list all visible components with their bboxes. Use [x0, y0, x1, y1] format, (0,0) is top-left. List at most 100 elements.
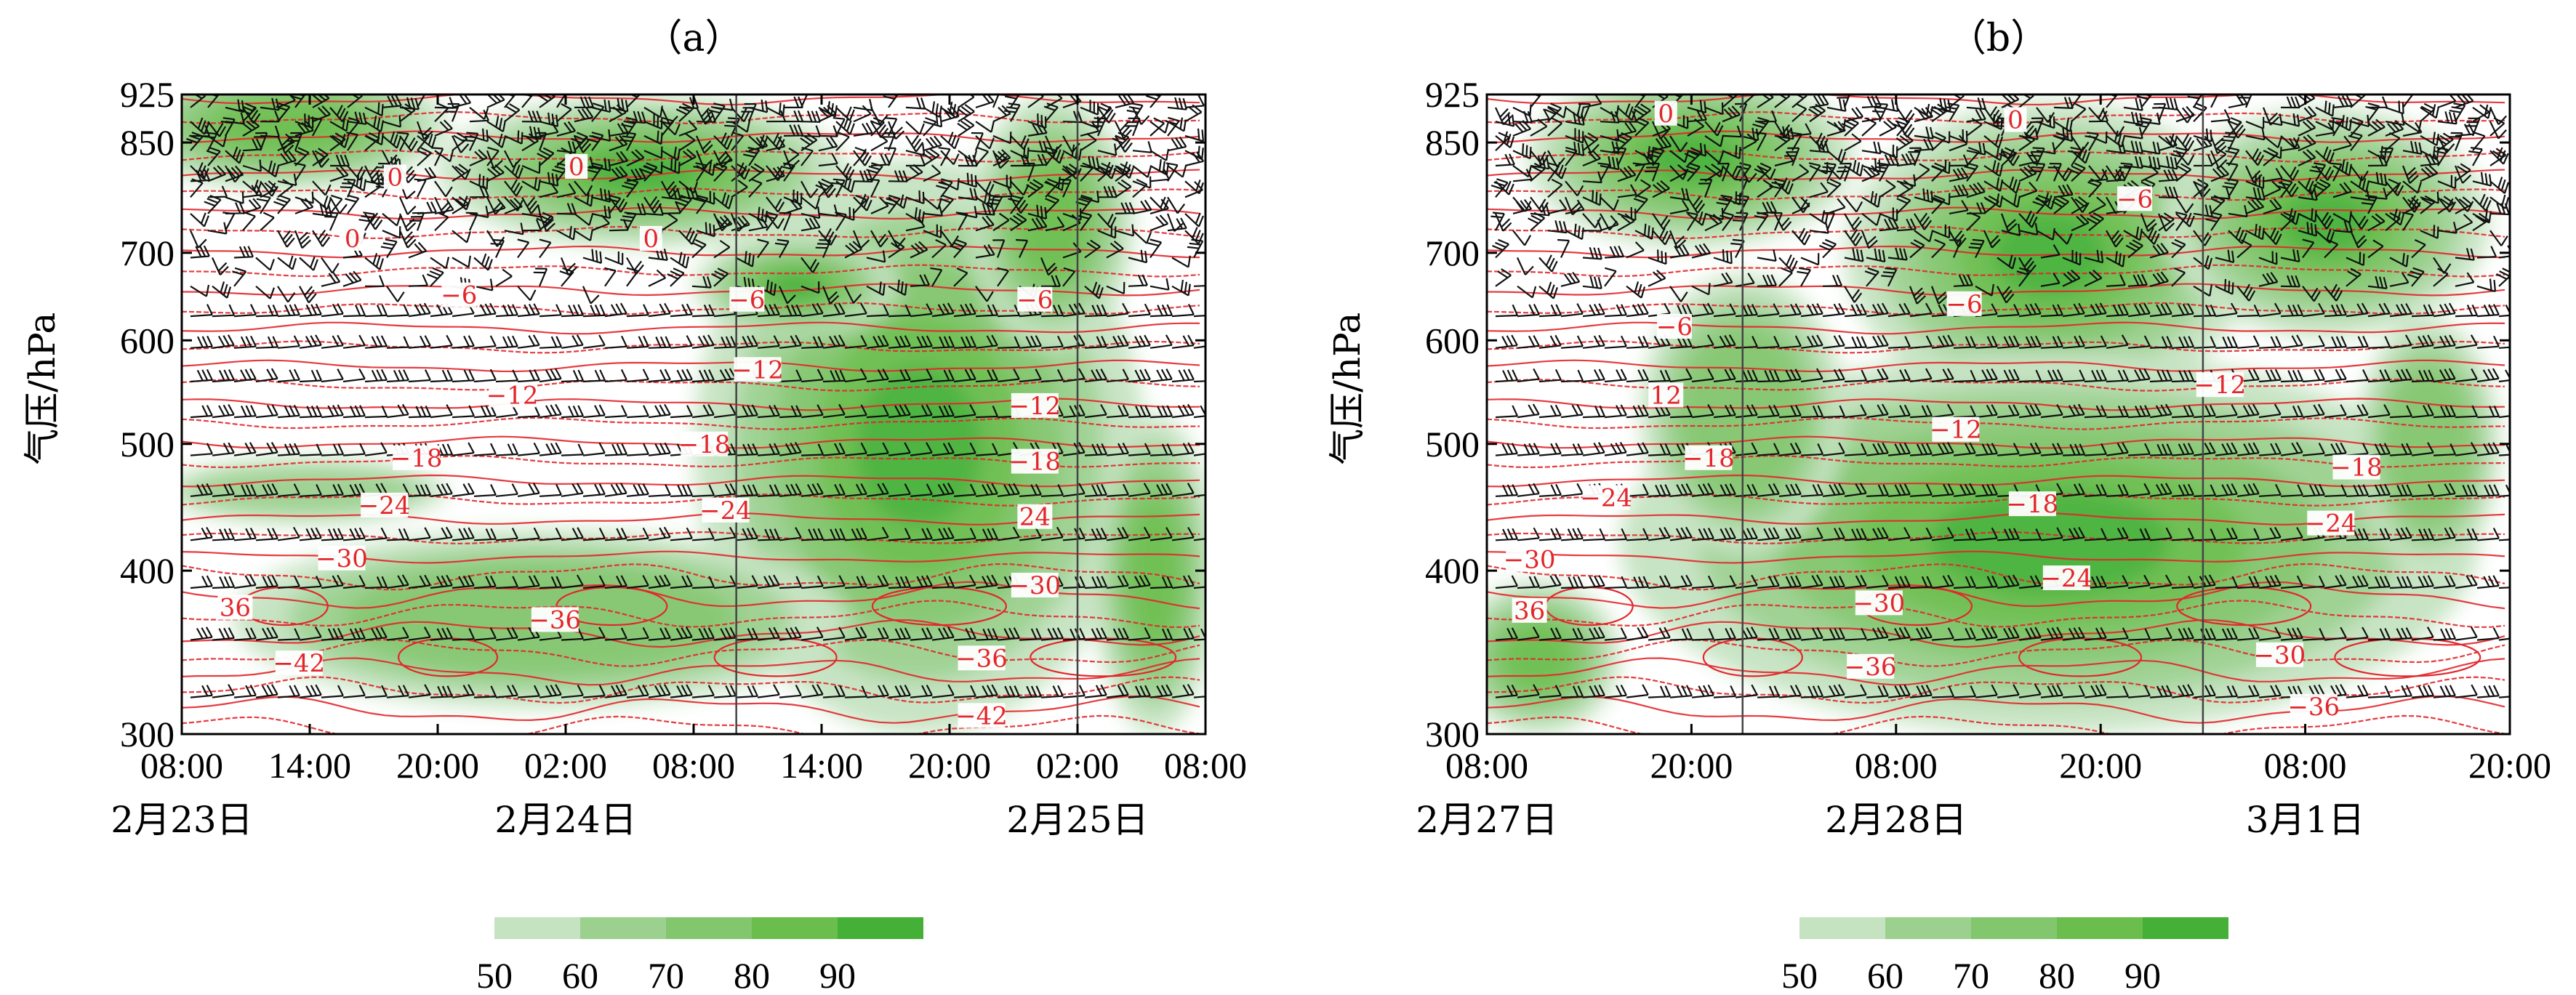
- wind-barb: [1495, 484, 1518, 497]
- wind-barb: [1691, 368, 1714, 383]
- wind-barb: [1704, 164, 1722, 182]
- colorbar-swatch: [666, 917, 752, 939]
- wind-barb: [2228, 227, 2247, 244]
- wind-barb: [2411, 575, 2434, 589]
- wind-barb: [398, 230, 417, 249]
- wind-barb: [1115, 121, 1133, 140]
- wind-barb: [801, 368, 824, 383]
- wind-barb: [473, 575, 497, 589]
- colorbar-tick-label: 80: [2039, 955, 2075, 995]
- panel-label: （b）: [1949, 17, 2048, 60]
- wind-barb: [2018, 442, 2042, 456]
- wind-barb: [2127, 405, 2151, 419]
- x-tick-label: 20:00: [908, 745, 991, 786]
- wind-barb: [190, 368, 213, 383]
- wind-barb: [1582, 442, 1605, 456]
- isotherm-label: −36: [2287, 693, 2340, 722]
- wind-barb: [997, 336, 1021, 349]
- wind-barb: [643, 161, 663, 174]
- wind-barb: [408, 574, 431, 589]
- wind-barb: [1713, 404, 1736, 419]
- wind-barb: [276, 135, 294, 154]
- wind-barb: [1495, 132, 1510, 151]
- wind-barb: [888, 368, 911, 383]
- wind-barb: [783, 147, 800, 166]
- wind-barb: [1879, 153, 1899, 167]
- wind-barb: [1931, 160, 1951, 174]
- wind-barb: [931, 576, 955, 589]
- colorbar-tick-label: 70: [648, 955, 684, 995]
- wind-barb: [2324, 238, 2339, 259]
- wind-barb: [2084, 443, 2107, 456]
- wind-barb: [256, 194, 271, 214]
- isotherm-label-bg: [1656, 313, 1692, 339]
- wind-barb: [1184, 145, 1204, 161]
- wind-barb: [1495, 107, 1512, 126]
- wind-barb: [713, 336, 737, 349]
- wind-barb: [517, 369, 540, 383]
- wind-barb: [434, 196, 452, 215]
- wind-barb: [591, 188, 611, 203]
- colorbar-tick-label: 80: [734, 955, 770, 995]
- wind-barb: [2389, 303, 2412, 318]
- wind-barb: [910, 685, 933, 698]
- wind-barb: [888, 230, 906, 248]
- wind-barb: [695, 135, 713, 154]
- wind-barb: [473, 253, 493, 271]
- wind-barb: [1084, 239, 1101, 259]
- wind-barb: [1975, 527, 1998, 541]
- wind-barb: [713, 526, 737, 541]
- wind-barb: [975, 369, 998, 383]
- wind-barb: [1757, 94, 1774, 108]
- wind-barb: [560, 257, 578, 276]
- isotherm-label: 0: [1658, 100, 1674, 129]
- wind-barb: [2036, 227, 2055, 241]
- wind-barb: [255, 257, 275, 271]
- wind-barb: [2367, 528, 2391, 541]
- wind-barb: [2053, 184, 2074, 198]
- wind-barb: [2280, 369, 2304, 383]
- wind-barb: [2062, 302, 2085, 318]
- wind-barb: [1800, 483, 1823, 497]
- wind-barb: [1691, 403, 1714, 419]
- wind-barb: [2040, 273, 2061, 287]
- wind-barb: [670, 684, 693, 698]
- wind-barb: [1538, 483, 1562, 497]
- wind-barb: [910, 404, 933, 419]
- wind-barb: [190, 125, 211, 137]
- wind-barb: [2084, 483, 2107, 497]
- wind-barb: [2420, 104, 2440, 119]
- wind-barb: [1149, 117, 1165, 137]
- wind-barb: [2489, 121, 2507, 140]
- wind-barb: [2040, 684, 2063, 698]
- wind-barb: [1997, 286, 2015, 304]
- x-date-label: 2月24日: [494, 799, 636, 841]
- wind-barb: [346, 132, 358, 151]
- wind-barb: [783, 124, 804, 137]
- wind-barb: [1909, 627, 1933, 641]
- wind-barb: [2036, 107, 2055, 124]
- wind-barb: [670, 575, 693, 589]
- wind-barb: [2040, 403, 2063, 419]
- wind-barb: [469, 107, 489, 120]
- wind-barb: [1184, 212, 1204, 227]
- wind-barb: [953, 528, 976, 541]
- wind-barb: [930, 267, 943, 287]
- wind-barb: [364, 576, 388, 589]
- wind-barb: [1844, 107, 1863, 123]
- wind-barb: [801, 336, 824, 349]
- wind-barb: [1128, 526, 1151, 541]
- wind-barb: [490, 238, 505, 258]
- wind-barb: [190, 304, 213, 318]
- wind-barb: [1004, 102, 1021, 122]
- wind-barb: [255, 483, 278, 497]
- wind-barb: [2346, 302, 2369, 318]
- wind-barb: [290, 94, 306, 108]
- wind-barb: [953, 442, 976, 456]
- wind-barb: [2455, 405, 2479, 419]
- wind-barb: [431, 147, 444, 166]
- wind-barb: [382, 226, 401, 239]
- wind-barb: [312, 195, 332, 210]
- wind-barb: [2047, 163, 2062, 182]
